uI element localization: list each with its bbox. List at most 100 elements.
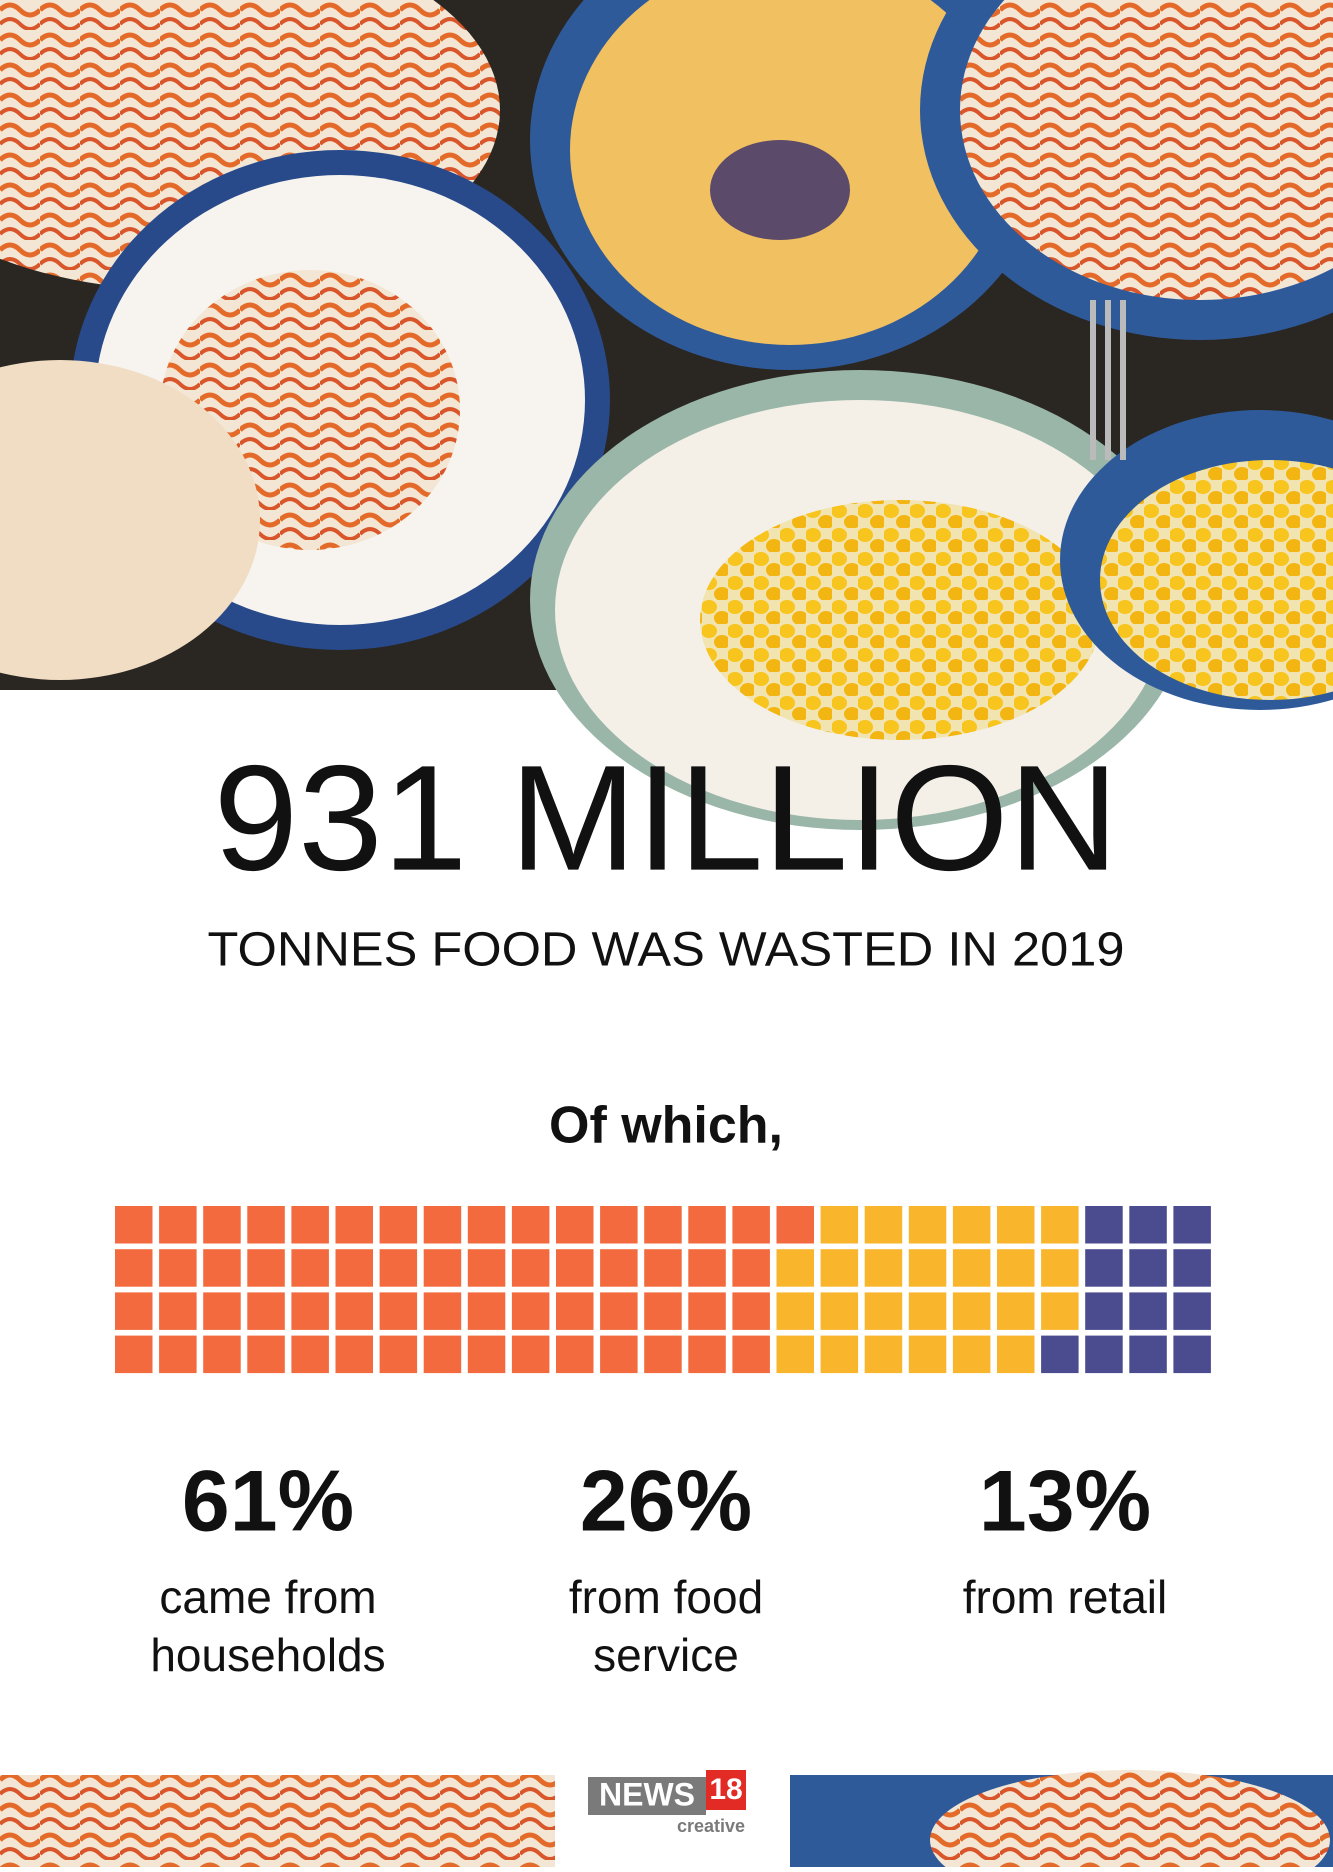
waffle-cell (997, 1335, 1035, 1374)
waffle-cell (335, 1335, 373, 1374)
logo-number: 18 (709, 1773, 742, 1806)
waffle-cell (423, 1292, 462, 1330)
logo-number-box (706, 1770, 746, 1810)
waffle-cell (556, 1335, 594, 1374)
waffle-cell (203, 1335, 241, 1374)
waffle-cell (732, 1249, 770, 1287)
waffle-cell (600, 1335, 638, 1374)
waffle-cell (247, 1335, 285, 1374)
waffle-cell (776, 1206, 814, 1244)
waffle-cell (688, 1335, 726, 1374)
category-labels: 61% came from households 26% from food serv… (150, 1454, 1168, 1681)
waffle-cell (291, 1249, 329, 1287)
waffle-cell (820, 1206, 859, 1244)
waffle-cell (864, 1206, 903, 1244)
waffle-cell (379, 1292, 418, 1330)
waffle-cell (291, 1292, 329, 1330)
waffle-cell (467, 1206, 506, 1244)
waffle-cell (776, 1335, 814, 1374)
waffle-cell (952, 1335, 991, 1374)
waffle-cell (997, 1249, 1035, 1287)
waffle-cell (644, 1292, 682, 1330)
waffle-cell (820, 1292, 859, 1330)
waffle-cell (1041, 1206, 1079, 1244)
waffle-cell (776, 1292, 814, 1330)
percent-label: 61% (182, 1454, 354, 1550)
percent-label: 26% (580, 1454, 752, 1550)
waffle-cell (864, 1249, 903, 1287)
waffle-cell (864, 1292, 903, 1330)
waffle-cell (908, 1335, 947, 1374)
waffle-cell (732, 1335, 770, 1374)
waffle-cell (115, 1249, 153, 1287)
waffle-cell (776, 1249, 814, 1287)
waffle-cell (1085, 1292, 1123, 1330)
waffle-cell (997, 1292, 1035, 1330)
waffle-cell (1173, 1335, 1211, 1374)
waffle-cell (423, 1335, 462, 1374)
logo: NEWS 18 creative (588, 1770, 746, 1836)
bottom-photo-strip (0, 1770, 1333, 1872)
subtitle: TONNES FOOD WAS WASTED IN 2019 (208, 924, 1125, 977)
waffle-cell (115, 1292, 153, 1330)
waffle-cell (644, 1206, 682, 1244)
waffle-cell (1173, 1249, 1211, 1287)
waffle-cell (467, 1249, 506, 1287)
waffle-cell (1041, 1292, 1079, 1330)
waffle-cell (1129, 1292, 1167, 1330)
percent-label: 13% (979, 1454, 1151, 1550)
waffle-cell (247, 1249, 285, 1287)
waffle-cell (511, 1335, 550, 1374)
waffle-cell (820, 1335, 859, 1374)
waffle-cell (1041, 1249, 1079, 1287)
category-name-box: from retail (962, 1571, 1168, 1623)
waffle-cell (864, 1335, 903, 1374)
waffle-cell (335, 1206, 373, 1244)
waffle-cell (600, 1249, 638, 1287)
waffle-cell (291, 1335, 329, 1374)
waffle-cell (1085, 1335, 1123, 1374)
waffle-cell (600, 1206, 638, 1244)
waffle-cell (556, 1249, 594, 1287)
waffle-cell (908, 1249, 947, 1287)
waffle-cell (688, 1292, 726, 1330)
waffle-cell (952, 1206, 991, 1244)
waffle-cell (1173, 1292, 1211, 1330)
waffle-cell (379, 1335, 418, 1374)
waffle-cell (732, 1206, 770, 1244)
waffle-cell (556, 1206, 594, 1244)
waffle-cell (247, 1292, 285, 1330)
waffle-cell (732, 1292, 770, 1330)
photo (0, 0, 1333, 830)
waffle-cell (467, 1292, 506, 1330)
waffle-cell (379, 1206, 418, 1244)
waffle-cell (952, 1292, 991, 1330)
waffle-cell (203, 1292, 241, 1330)
waffle-cell (159, 1292, 197, 1330)
waffle-cell (908, 1206, 947, 1244)
waffle-cell (997, 1206, 1035, 1244)
category-name-box: from food service (569, 1571, 763, 1681)
waffle-cell (511, 1292, 550, 1330)
waffle-cell (511, 1206, 550, 1244)
waffle-cell (600, 1292, 638, 1330)
waffle-cell (423, 1249, 462, 1287)
logo-text: NEWS (599, 1776, 695, 1812)
waffle-cell (1085, 1249, 1123, 1287)
category-name-box: came from households (150, 1571, 386, 1681)
category-name: came from households (150, 1571, 386, 1681)
waffle-cell (688, 1249, 726, 1287)
waffle-cell (115, 1335, 153, 1374)
waffle-cell (952, 1249, 991, 1287)
waffle-cell (1129, 1249, 1167, 1287)
waffle-cell (1173, 1206, 1211, 1244)
waffle-cell (1129, 1206, 1167, 1244)
waffle-cell (1041, 1335, 1079, 1374)
waffle-cell (688, 1206, 726, 1244)
waffle-cell (556, 1292, 594, 1330)
lead-text: Of which, (549, 1097, 783, 1155)
category-name: from retail (962, 1571, 1168, 1623)
waffle-cell (644, 1249, 682, 1287)
waffle-cell (203, 1206, 241, 1244)
